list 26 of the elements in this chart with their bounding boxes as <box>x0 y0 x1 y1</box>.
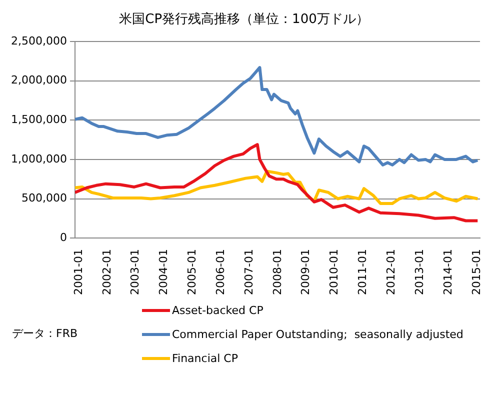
x-tick-label: 2011-01 <box>356 249 370 296</box>
x-tick-label: 2004-01 <box>157 249 170 296</box>
x-tick-label: 2008-01 <box>270 249 284 296</box>
x-tick-label: 2003-01 <box>128 249 142 296</box>
y-tick-label: 0 <box>60 230 67 244</box>
y-tick-label: 1,500,000 <box>11 113 67 126</box>
x-tick-label: 2013-01 <box>412 249 426 296</box>
x-tick-label: 2014-01 <box>441 249 454 296</box>
legend-label: Asset-backed CP <box>172 304 264 316</box>
y-tick-label: 2,000,000 <box>11 74 67 87</box>
x-tick-label: 2001-01 <box>72 249 85 296</box>
x-tick-label: 2005-01 <box>186 249 199 296</box>
text: データ：FRB <box>12 326 78 341</box>
x-tick-label: 2009-01 <box>299 249 312 296</box>
y-tick-label: 2,500,000 <box>11 34 67 48</box>
y-tick-label: 1,000,000 <box>11 152 67 166</box>
x-tick-label: 2015-01 <box>470 249 483 296</box>
legend-label: Commercial Paper Outstanding; seasonally adjusted <box>172 328 464 340</box>
x-tick-label: 2002-01 <box>100 249 114 296</box>
chart-title: 米国CP発行残高推移（単位：100万ドル） <box>119 11 369 28</box>
x-tick-label: 2007-01 <box>242 249 256 296</box>
x-tick-label: 2012-01 <box>384 249 398 296</box>
x-tick-label: 2006-01 <box>214 249 227 296</box>
x-tick-label: 2010-01 <box>328 249 341 296</box>
y-tick-label: 500,000 <box>21 192 67 205</box>
legend-label: Financial CP <box>172 352 238 364</box>
